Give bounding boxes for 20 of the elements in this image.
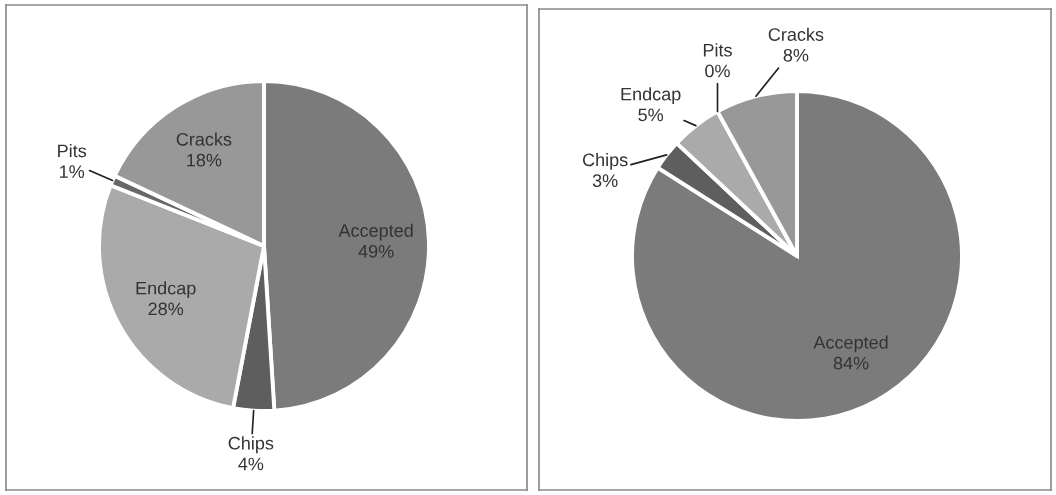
slice-label: Pits — [58, 143, 87, 158]
slice-label: Accepted — [813, 335, 888, 353]
slice-label: Endcap — [621, 87, 681, 105]
data-label: 3% — [592, 174, 618, 187]
data-label: 1% — [60, 165, 85, 178]
category-label: Pits — [703, 43, 732, 57]
slice-label: Cracks — [176, 132, 232, 146]
data-label: 5% — [638, 108, 664, 122]
text: 0% — [705, 64, 730, 78]
slice-label: Cracks — [768, 27, 824, 41]
data-label: 49% — [358, 244, 394, 258]
data-label: 18% — [187, 153, 222, 167]
slice-label: Chips — [582, 152, 628, 170]
data-label: 4% — [238, 457, 264, 471]
slice-label: Endcap — [136, 281, 196, 299]
data-label: 28% — [148, 302, 184, 316]
slice-label: Chips — [228, 436, 274, 454]
data-label: 84% — [833, 356, 869, 370]
data-label: 8% — [783, 48, 809, 62]
slice-label: Accepted — [338, 223, 413, 241]
